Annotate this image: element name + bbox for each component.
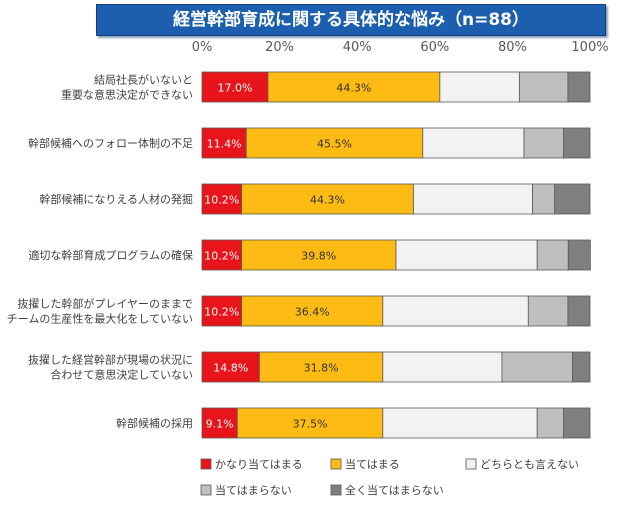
bar-segment [382, 407, 538, 439]
category-label: 合わせて意思決定していない [50, 368, 193, 382]
bar-segment [382, 295, 529, 327]
legend-label: 当てはまる [345, 457, 400, 471]
bar-segment [241, 183, 414, 215]
x-tick-label: 20% [265, 40, 294, 55]
x-tick-label: 80% [498, 40, 527, 55]
bar-segment [439, 71, 520, 103]
bar-data-label: 9.1% [206, 418, 234, 431]
x-axis-ticks: 0% 20% 40% 60% 80% 100% [192, 40, 609, 55]
bar-segment [382, 351, 503, 383]
bar-segment [518, 71, 569, 103]
category-label: 抜擢した経営幹部が現場の状況に [28, 353, 193, 367]
x-tick-label: 0% [192, 40, 213, 55]
bar-segment [532, 183, 556, 215]
bar-segment [201, 71, 269, 103]
bar-data-label: 45.5% [317, 138, 352, 151]
bar-segment [395, 239, 538, 271]
bar-segment [245, 127, 424, 159]
bar-segment [554, 183, 591, 215]
category-label: チームの生産性を最大化をしていない [7, 312, 193, 326]
bar-segment [567, 239, 591, 271]
bar-segment [236, 407, 384, 439]
legend-label: かなり当てはまる [215, 457, 303, 471]
bar-segment [201, 351, 260, 383]
bar-data-label: 31.8% [304, 362, 339, 375]
bar-segment [259, 351, 384, 383]
bar-segment [413, 183, 533, 215]
bar-segment [567, 295, 591, 327]
category-label: 幹部候補になりえる人材の発掘 [39, 192, 193, 206]
bar-segment [567, 71, 591, 103]
x-tick-label: 100% [571, 40, 608, 55]
legend-swatch [200, 484, 212, 496]
category-label: 適切な幹部育成プログラムの確保 [28, 248, 193, 262]
legend-swatch [330, 458, 342, 470]
category-label: 抜擢した幹部がプレイヤーのままで [17, 297, 193, 311]
bar-segment [241, 295, 384, 327]
category-label: 幹部候補の採用 [116, 416, 193, 430]
chart-title: 経営幹部育成に関する具体的な悩み（n=88） [96, 4, 606, 36]
category-label: 重要な意思決定ができない [61, 88, 193, 102]
bar-data-label: 39.8% [301, 250, 336, 263]
legend-label: 当てはまらない [215, 483, 292, 497]
bar-segment [201, 183, 242, 215]
bar-data-label: 10.2% [204, 250, 239, 263]
bar-segment [572, 351, 591, 383]
bars-area: 17.0% 44.3% 11.4% 45.5% 10.2% 44.3% 10.2% 39.8%… [201, 71, 591, 439]
category-label: 幹部候補へのフォロー体制の不足 [28, 136, 193, 150]
bar-segment [563, 127, 591, 159]
bar-data-label: 10.2% [204, 306, 239, 319]
bar-segment [201, 295, 242, 327]
bar-data-label: 36.4% [295, 306, 330, 319]
bar-segment [536, 239, 569, 271]
legend-swatch [200, 458, 212, 470]
category-label: 結局社長がいないと [94, 73, 193, 87]
bar-segment [563, 407, 591, 439]
bar-segment [201, 239, 242, 271]
legend-label: 全く当てはまらない [345, 483, 444, 497]
bar-data-label: 17.0% [218, 82, 253, 95]
bar-segment [201, 407, 238, 439]
bar-segment [527, 295, 569, 327]
bar-data-label: 44.3% [336, 82, 371, 95]
bar-segment [422, 127, 525, 159]
bar-data-label: 14.8% [213, 362, 248, 375]
bar-data-label: 11.4% [207, 138, 242, 151]
bar-segment [536, 407, 565, 439]
x-tick-label: 40% [343, 40, 372, 55]
bar-segment [523, 127, 565, 159]
bar-segment [501, 351, 573, 383]
legend-swatch [465, 458, 477, 470]
bar-data-label: 10.2% [204, 194, 239, 207]
legend-label: どちらとも言えない [480, 458, 579, 471]
legend-swatch [330, 484, 342, 496]
bar-data-label: 44.3% [310, 194, 345, 207]
category-labels: 結局社長がいないと重要な意思決定ができない幹部候補へのフォロー体制の不足幹部候補… [7, 73, 193, 431]
bar-segment [241, 239, 397, 271]
bar-data-label: 37.5% [293, 418, 328, 431]
x-tick-label: 60% [420, 40, 449, 55]
